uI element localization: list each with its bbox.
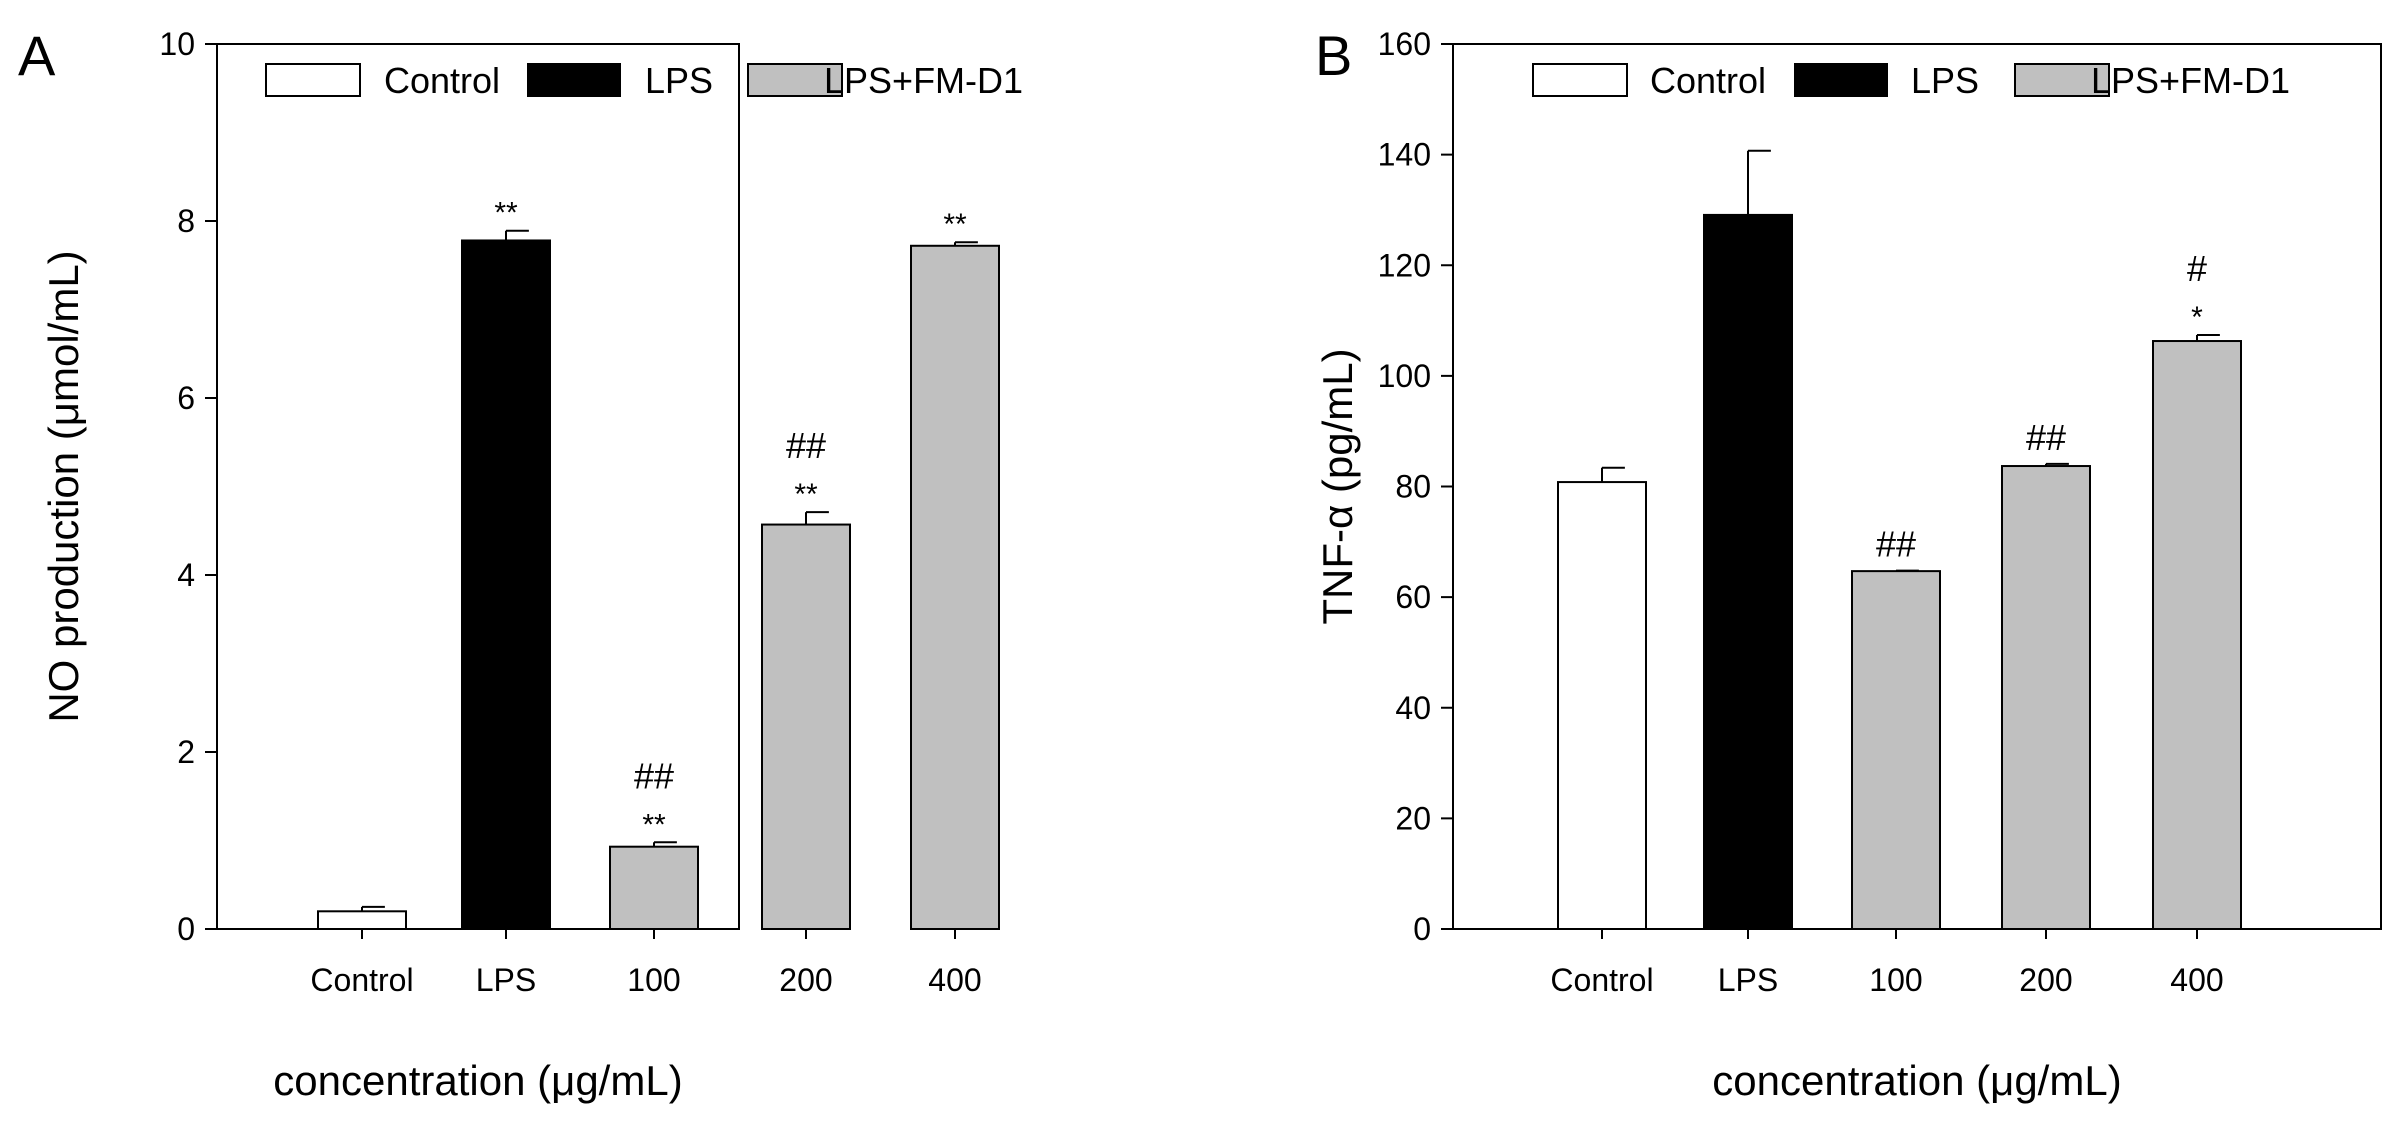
significance-marker: ** xyxy=(494,197,518,230)
x-tick-label: Control xyxy=(1550,962,1653,998)
bar xyxy=(910,244,1000,930)
x-axis-title: concentration (μg/mL) xyxy=(273,1057,682,1104)
significance-marker: ** xyxy=(642,808,666,841)
hash-marker: ## xyxy=(634,755,674,796)
x-tick-label: LPS xyxy=(476,962,536,998)
bar xyxy=(761,523,851,930)
bar xyxy=(609,845,699,931)
x-tick-label: 100 xyxy=(627,962,680,998)
legend-swatch xyxy=(265,63,361,97)
x-tick-label: LPS xyxy=(1718,962,1778,998)
legend-label: Control xyxy=(384,60,500,101)
y-tick-label: 20 xyxy=(1395,800,1431,836)
x-tick-label: 200 xyxy=(779,962,832,998)
bar xyxy=(1557,481,1647,930)
bar xyxy=(1703,213,1793,930)
bar xyxy=(2152,340,2242,930)
bar xyxy=(1851,570,1941,930)
significance-marker: * xyxy=(2191,301,2203,334)
legend-swatch xyxy=(747,63,843,97)
x-tick-label: 400 xyxy=(2170,962,2223,998)
y-tick-label: 10 xyxy=(159,26,195,62)
y-tick-label: 60 xyxy=(1395,579,1431,615)
y-tick-label: 4 xyxy=(177,557,195,593)
y-tick-label: 100 xyxy=(1378,358,1431,394)
bar xyxy=(461,239,551,931)
x-tick-label: 100 xyxy=(1869,962,1922,998)
x-tick-label: 200 xyxy=(2019,962,2072,998)
legend-swatch xyxy=(2014,63,2110,97)
legend-label: Control xyxy=(1650,60,1766,101)
y-tick-label: 40 xyxy=(1395,690,1431,726)
y-axis-title: TNF-α (pg/mL) xyxy=(1314,348,1361,624)
legend-swatch xyxy=(1532,63,1628,97)
y-tick-label: 6 xyxy=(177,380,195,416)
x-axis-title: concentration (μg/mL) xyxy=(1712,1057,2121,1104)
x-tick-label: Control xyxy=(310,962,413,998)
hash-marker: # xyxy=(2187,248,2207,289)
y-tick-label: 8 xyxy=(177,203,195,239)
panel-letter: A xyxy=(18,24,56,87)
bar xyxy=(317,910,407,930)
y-tick-label: 0 xyxy=(1413,911,1431,947)
hash-marker: ## xyxy=(1876,524,1916,565)
legend-swatch xyxy=(527,63,621,97)
legend-swatch xyxy=(1794,63,1888,97)
y-tick-label: 2 xyxy=(177,734,195,770)
legend-label: LPS+FM-D1 xyxy=(824,60,1023,101)
panel-letter: B xyxy=(1315,24,1352,87)
hash-marker: ## xyxy=(786,425,826,466)
significance-marker: ** xyxy=(943,208,967,241)
bar xyxy=(2001,465,2091,930)
y-tick-label: 80 xyxy=(1395,469,1431,505)
y-tick-label: 120 xyxy=(1378,247,1431,283)
y-axis-title: NO production (μmol/mL) xyxy=(40,250,87,722)
y-tick-label: 0 xyxy=(177,911,195,947)
significance-marker: ** xyxy=(794,478,818,511)
y-tick-label: 160 xyxy=(1378,26,1431,62)
legend-label: LPS xyxy=(1911,60,1979,101)
legend-label: LPS xyxy=(645,60,713,101)
legend-label: LPS+FM-D1 xyxy=(2091,60,2290,101)
x-tick-label: 400 xyxy=(928,962,981,998)
hash-marker: ## xyxy=(2026,417,2066,458)
y-tick-label: 140 xyxy=(1378,137,1431,173)
panel-b: 0 20 40 60 80 100 120 140 160 Control LPS 100 ## 200 #… xyxy=(1314,24,2382,1104)
panel-a: 0 2 4 6 8 10 Control LPS ** 100 ** ## 200 ** ## 400 ** Co… xyxy=(18,24,1023,1104)
